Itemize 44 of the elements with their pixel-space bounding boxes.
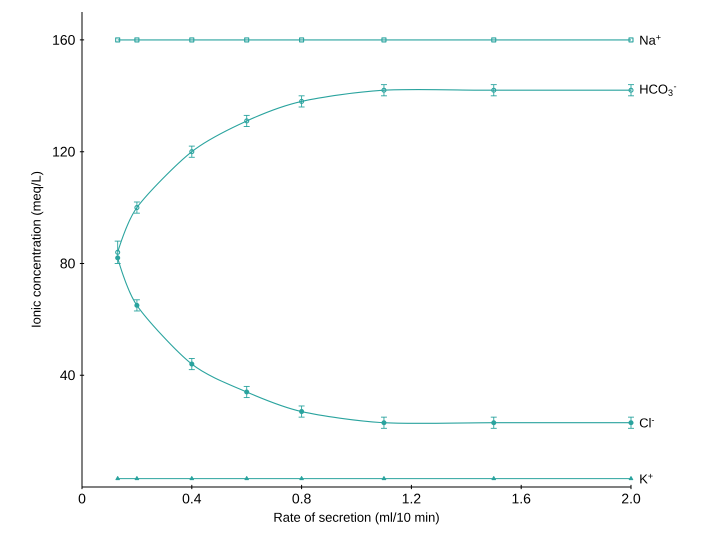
series-label: Cl$^{-}$ <box>640 418 654 428</box>
x-tick-label: 0.4 <box>182 494 202 504</box>
point <box>244 118 250 124</box>
y-axis-title: Ionic concentration (meq/L) <box>31 172 44 327</box>
point <box>628 420 634 426</box>
point <box>299 409 304 414</box>
x-tick-label: 1.6 <box>512 494 530 504</box>
point <box>115 255 120 260</box>
y-tick-label: 120 <box>53 146 75 157</box>
point <box>381 88 386 93</box>
point <box>491 420 496 426</box>
point <box>381 37 386 42</box>
x-tick-label: 1.2 <box>402 494 420 504</box>
y-tick-label: 80 <box>60 258 75 268</box>
point <box>244 389 250 395</box>
point <box>381 420 386 426</box>
point <box>491 476 496 480</box>
point <box>134 205 140 210</box>
point <box>299 37 304 42</box>
point <box>382 476 386 480</box>
x-tick-label: 0 <box>78 494 86 504</box>
point <box>491 88 496 93</box>
point <box>244 37 250 42</box>
point <box>134 37 140 42</box>
point <box>244 476 249 480</box>
series-label: Na$^{+}$ <box>640 35 661 45</box>
point <box>190 476 194 480</box>
y-tick-label: 160 <box>53 34 75 45</box>
y-tick-label: 40 <box>60 370 75 380</box>
point <box>299 476 304 480</box>
x-axis-title: Rate of secretion (ml/10 min) <box>274 512 439 524</box>
series-label: HCO$_{3}$- <box>640 84 676 96</box>
point <box>134 476 140 480</box>
point <box>189 362 194 367</box>
point <box>134 302 140 308</box>
point <box>189 37 194 42</box>
point <box>115 476 120 480</box>
point <box>189 149 194 154</box>
series-label: K$^{+}$ <box>640 474 653 484</box>
point <box>299 98 304 104</box>
x-tick-label: 0.8 <box>292 494 311 504</box>
x-tick-label: 2.0 <box>622 494 640 504</box>
point <box>628 476 634 480</box>
point <box>491 37 496 42</box>
